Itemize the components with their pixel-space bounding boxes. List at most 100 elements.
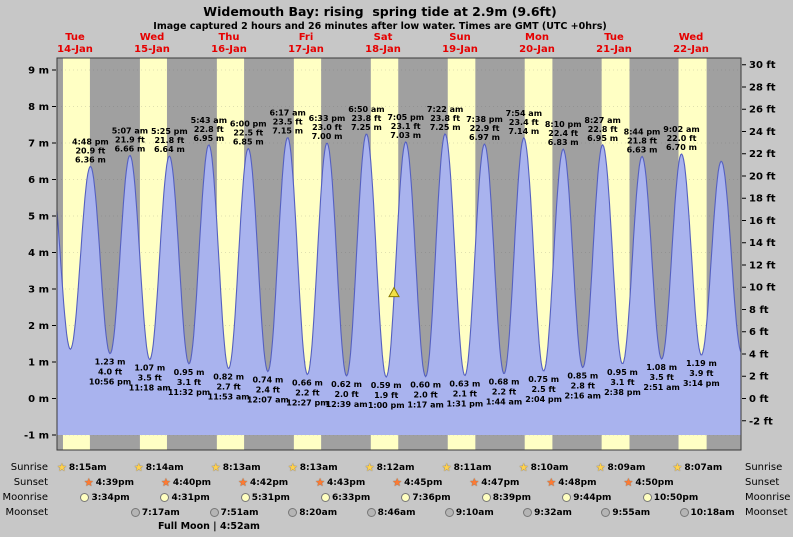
moonrise-icon xyxy=(80,493,90,502)
moonset-icon xyxy=(366,508,376,517)
moonrise-entry: 9:44pm xyxy=(562,491,611,504)
low-tide-label: 2:04 pm xyxy=(525,395,562,404)
right-axis-label: 22 ft xyxy=(749,149,776,160)
moonset-icon xyxy=(288,508,298,517)
low-tide-label: 0.59 m xyxy=(371,381,402,390)
right-axis-label: -2 ft xyxy=(749,416,773,427)
low-tide-label: 2.2 ft xyxy=(295,388,319,397)
sunrise-entry: ★ 8:12am xyxy=(365,461,415,474)
low-tide-label: 0.95 m xyxy=(174,368,205,377)
sunrise-time: 8:09am xyxy=(607,462,646,473)
low-tide-label: 0.82 m xyxy=(213,373,244,382)
high-tide-label: 6.70 m xyxy=(666,143,697,152)
right-axis-label: 10 ft xyxy=(749,283,776,294)
low-tide-label: 0.62 m xyxy=(331,380,362,389)
day-label-weekday: Fri xyxy=(299,32,314,43)
moonset-entry: 7:51am xyxy=(209,506,259,519)
almanac-row-label-left: Moonrise xyxy=(2,492,48,503)
high-tide-label: 6:00 pm xyxy=(230,119,267,128)
left-axis-label: 7 m xyxy=(28,139,49,150)
sunset-time: 4:47pm xyxy=(481,477,520,488)
sunset-time: 4:45pm xyxy=(404,477,443,488)
moonrise-entry: 10:50pm xyxy=(642,491,698,504)
high-tide-label: 5:25 pm xyxy=(151,127,188,136)
low-tide-label: 2.1 ft xyxy=(453,390,477,399)
high-tide-label: 22.4 ft xyxy=(548,129,578,138)
moonset-entry: 9:55am xyxy=(601,506,650,519)
high-tide-label: 5:07 am xyxy=(112,126,148,135)
high-tide-label: 7.25 m xyxy=(351,123,382,132)
moonrise-time: 7:36pm xyxy=(412,492,451,503)
high-tide-label: 7:38 pm xyxy=(466,115,503,124)
high-tide-label: 4:48 pm xyxy=(72,137,109,146)
sunrise-icon: ★ xyxy=(595,461,606,474)
sunset-time: 4:43pm xyxy=(327,477,366,488)
sunrise-icon: ★ xyxy=(518,461,529,474)
right-axis-label: 8 ft xyxy=(749,305,769,316)
high-tide-label: 6.83 m xyxy=(548,138,579,147)
sunset-icon: ★ xyxy=(315,476,325,489)
sunrise-entry: ★ 8:10am xyxy=(519,461,569,474)
day-label-date: 18-Jan xyxy=(365,44,401,55)
page-subtitle: Image captured 2 hours and 26 minutes af… xyxy=(153,21,607,32)
low-tide-label: 2.2 ft xyxy=(492,388,516,397)
moonset-entry: 9:10am xyxy=(444,506,494,519)
high-tide-label: 22.9 ft xyxy=(470,124,500,133)
moonset-icon xyxy=(130,508,140,517)
low-tide-label: 1.07 m xyxy=(134,363,165,372)
high-tide-label: 6.63 m xyxy=(627,146,658,155)
low-tide-label: 12:27 pm xyxy=(286,398,328,407)
right-axis-label: 6 ft xyxy=(749,327,769,338)
sunset-time: 4:42pm xyxy=(249,477,289,488)
day-label-date: 15-Jan xyxy=(134,44,170,55)
day-label-date: 14-Jan xyxy=(57,44,93,55)
moonrise-time: 3:34pm xyxy=(91,492,130,503)
sunset-entry: ★ 4:47pm xyxy=(469,476,519,489)
sunset-icon: ★ xyxy=(469,476,480,489)
right-axis-label: 2 ft xyxy=(749,372,769,383)
high-tide-label: 6:33 pm xyxy=(309,114,346,123)
moonset-time: 9:10am xyxy=(455,507,494,518)
sunrise-icon: ★ xyxy=(56,461,67,474)
moonset-entry: 7:17am xyxy=(130,506,180,519)
sunset-entry: ★ 4:45pm xyxy=(392,476,442,489)
low-tide-label: 2.5 ft xyxy=(531,385,555,394)
high-tide-label: 21.8 ft xyxy=(627,137,657,146)
low-tide-label: 0.68 m xyxy=(489,378,520,387)
day-label-date: 19-Jan xyxy=(442,44,478,55)
low-tide-label: 3.5 ft xyxy=(650,373,674,382)
low-tide-label: 2:16 am xyxy=(565,391,601,400)
high-tide-label: 7.03 m xyxy=(390,131,421,140)
moonset-icon xyxy=(209,508,219,517)
moonrise-icon xyxy=(562,493,572,502)
high-tide-label: 5:43 am xyxy=(191,116,227,125)
low-tide-label: 0.60 m xyxy=(410,381,441,390)
low-tide-label: 3.9 ft xyxy=(689,369,713,378)
low-tide-label: 11:53 am xyxy=(208,393,250,402)
sunrise-icon: ★ xyxy=(364,461,375,474)
low-tide-label: 0.95 m xyxy=(607,368,638,377)
moonset-icon xyxy=(523,508,533,517)
low-tide-label: 1.08 m xyxy=(646,363,677,372)
moonset-icon xyxy=(444,508,454,517)
moonrise-icon xyxy=(642,493,652,502)
right-axis-label: 18 ft xyxy=(749,194,776,205)
low-tide-label: 4.0 ft xyxy=(98,368,122,377)
sunrise-time: 8:15am xyxy=(68,462,107,473)
low-tide-label: 0.66 m xyxy=(292,378,323,387)
high-tide-label: 7:05 pm xyxy=(387,113,424,122)
low-tide-label: 1:44 am xyxy=(486,398,522,407)
current-tide-marker-icon xyxy=(388,286,400,298)
moonrise-icon xyxy=(321,493,330,502)
sunrise-entry: ★ 8:13am xyxy=(211,461,261,474)
moonset-entry: 9:32am xyxy=(523,506,572,519)
sunrise-entry: ★ 8:15am xyxy=(57,461,107,474)
sunset-time: 4:40pm xyxy=(172,477,212,488)
high-tide-label: 23.5 ft xyxy=(273,118,303,127)
sunset-time: 4:39pm xyxy=(95,477,134,488)
sunset-entry: ★ 4:48pm xyxy=(546,476,596,489)
right-axis-label: 30 ft xyxy=(749,60,776,71)
high-tide-label: 23.8 ft xyxy=(430,114,460,123)
low-tide-label: 3:14 pm xyxy=(683,379,720,388)
